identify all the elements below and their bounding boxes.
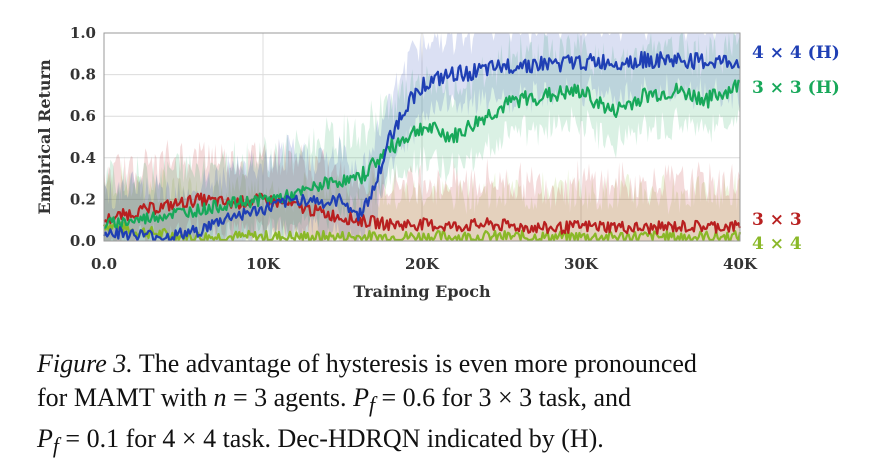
caption-line-3: Pf = 0.1 for 4 × 4 task. Dec-HDRQN indic…	[37, 422, 859, 463]
variance-band	[104, 33, 740, 241]
series-label: 4 × 4	[752, 234, 802, 254]
series-label: 4 × 4 (H)	[752, 43, 840, 63]
caption-text-2c: = 0.6 for 3 × 3 task, and	[374, 383, 632, 412]
plot-frame	[103, 32, 741, 242]
caption-pf-var-2: P	[37, 424, 53, 454]
caption-n-var: n	[213, 383, 227, 412]
y-tick-labels: 0.0 0.2 0.4 0.6 0.8 1.0	[70, 24, 96, 250]
x-tick-label: 0.0	[91, 255, 117, 273]
y-tick-label: 0.0	[70, 232, 96, 250]
y-tick-label: 0.4	[70, 149, 96, 167]
x-axis-label: Training Epoch	[353, 282, 491, 301]
x-tick-labels: 0.0 10K 20K 30K 40K	[91, 255, 758, 273]
y-tick-label: 0.2	[70, 190, 96, 208]
series-line	[102, 221, 742, 242]
series-line	[103, 79, 741, 230]
caption-text-2a: for MAMT with	[37, 383, 214, 412]
variance-band	[104, 139, 740, 241]
variance-band	[104, 33, 740, 241]
series-labels: 4 × 4 (H) 3 × 3 (H) 3 × 3 4 × 4	[752, 43, 840, 254]
caption-figure-label: Figure 3.	[37, 349, 133, 378]
x-tick-label: 30K	[564, 255, 599, 273]
x-tick-label: 20K	[405, 255, 440, 273]
y-axis-label: Empirical Return	[35, 59, 54, 215]
caption-text-2b: = 3 agents.	[226, 383, 354, 412]
y-tick-label: 1.0	[70, 24, 96, 42]
caption-pf-sub: f	[368, 393, 375, 418]
return-chart: 0.0 0.2 0.4 0.6 0.8 1.0 0.0 10K 20K 30K 40K Empir…	[35, 24, 840, 301]
series-label: 3 × 3	[752, 210, 802, 230]
series-line	[103, 192, 742, 235]
caption-line-2: for MAMT with n = 3 agents. Pf = 0.6 for…	[37, 381, 859, 422]
x-tick-label: 40K	[723, 255, 758, 273]
caption-pf-var: P	[353, 383, 369, 412]
caption-text-1: The advantage of hysteresis is even more…	[132, 349, 697, 378]
figure-caption: Figure 3. The advantage of hysteresis is…	[37, 347, 859, 463]
variance-bands	[104, 33, 740, 241]
caption-pf-sub-2: f	[52, 434, 59, 459]
caption-line-1: Figure 3. The advantage of hysteresis is…	[37, 347, 859, 381]
series-line	[103, 50, 741, 242]
y-tick-label: 0.8	[70, 66, 96, 84]
series-lines	[102, 50, 742, 242]
series-label: 3 × 3 (H)	[752, 78, 840, 98]
x-tick-label: 10K	[246, 255, 281, 273]
y-tick-label: 0.6	[70, 107, 96, 125]
variance-band	[104, 161, 740, 241]
caption-text-3: = 0.1 for 4 × 4 task. Dec-HDRQN indicate…	[58, 424, 604, 454]
